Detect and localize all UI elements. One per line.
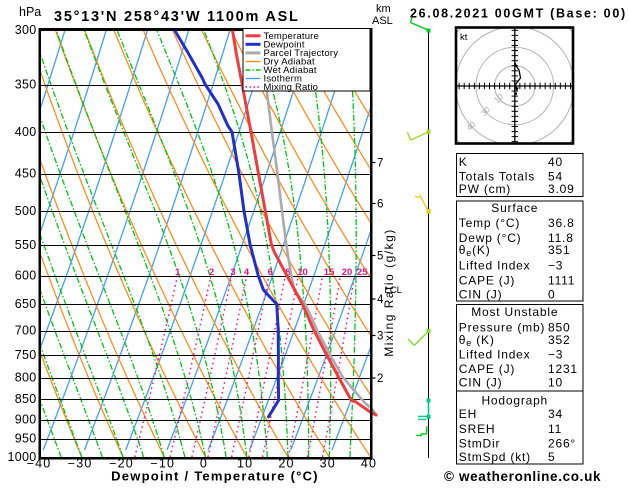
svg-text:20: 20 — [342, 267, 353, 278]
svg-text:−3: −3 — [548, 259, 563, 273]
svg-text:11: 11 — [548, 422, 562, 436]
svg-text:40: 40 — [361, 457, 377, 471]
svg-text:352: 352 — [548, 333, 570, 347]
svg-text:20: 20 — [278, 457, 294, 471]
svg-text:900: 900 — [15, 412, 37, 426]
svg-text:Mixing Ratio: Mixing Ratio — [264, 82, 319, 93]
svg-text:35°13'N 258°43'W 1100m ASL: 35°13'N 258°43'W 1100m ASL — [54, 9, 300, 25]
svg-text:CAPE (J): CAPE (J) — [459, 273, 515, 287]
svg-text:15: 15 — [324, 267, 335, 278]
svg-text:Lifted Index: Lifted Index — [459, 259, 531, 273]
svg-text:10: 10 — [297, 267, 308, 278]
svg-text:0: 0 — [200, 457, 208, 471]
svg-text:350: 350 — [15, 78, 37, 92]
svg-text:Dewpoint / Temperature (°C): Dewpoint / Temperature (°C) — [111, 469, 319, 484]
svg-text:30: 30 — [320, 457, 336, 471]
svg-text:km: km — [376, 3, 391, 15]
svg-text:K: K — [459, 155, 468, 169]
svg-text:Pressure (mb): Pressure (mb) — [459, 321, 545, 335]
svg-text:5: 5 — [548, 450, 555, 464]
svg-text:400: 400 — [15, 125, 37, 139]
svg-text:3.09: 3.09 — [548, 182, 575, 196]
svg-text:Dry Adiabat: Dry Adiabat — [264, 57, 315, 68]
svg-text:Hodograph: Hodograph — [481, 394, 548, 408]
svg-text:10: 10 — [237, 457, 253, 471]
svg-text:26.08.2021 00GMT (Base: 00): 26.08.2021 00GMT (Base: 00) — [410, 7, 627, 21]
svg-text:−30: −30 — [68, 457, 93, 471]
svg-text:StmDir: StmDir — [459, 436, 500, 450]
svg-text:34: 34 — [548, 407, 563, 421]
svg-text:1: 1 — [175, 267, 181, 278]
svg-text:kt: kt — [460, 32, 468, 43]
svg-text:0: 0 — [548, 287, 555, 301]
svg-text:−3: −3 — [548, 348, 563, 362]
svg-text:Mixing Ratio (g/kg): Mixing Ratio (g/kg) — [382, 228, 396, 357]
svg-text:2: 2 — [209, 267, 214, 278]
svg-text:600: 600 — [15, 269, 37, 283]
svg-text:8: 8 — [285, 267, 290, 278]
svg-text:CIN (J): CIN (J) — [459, 376, 503, 390]
svg-text:450: 450 — [15, 167, 37, 181]
svg-text:PW (cm): PW (cm) — [459, 182, 511, 196]
svg-text:Surface: Surface — [491, 201, 538, 215]
svg-text:Lifted Index: Lifted Index — [459, 348, 531, 362]
svg-text:Parcel Trajectory: Parcel Trajectory — [264, 48, 339, 59]
svg-text:36.8: 36.8 — [548, 216, 575, 230]
svg-text:3: 3 — [377, 331, 383, 343]
svg-text:© weatheronline.co.uk: © weatheronline.co.uk — [444, 469, 601, 484]
svg-text:40: 40 — [548, 155, 563, 169]
svg-text:−40: −40 — [27, 457, 52, 471]
svg-text:10: 10 — [548, 376, 563, 390]
svg-text:950: 950 — [15, 432, 37, 446]
svg-text:6: 6 — [268, 267, 273, 278]
svg-text:hPa: hPa — [19, 5, 41, 19]
svg-text:650: 650 — [15, 297, 37, 311]
svg-text:6: 6 — [377, 199, 383, 211]
svg-text:1231: 1231 — [548, 362, 578, 376]
svg-text:5: 5 — [377, 251, 383, 263]
svg-text:EH: EH — [459, 407, 477, 421]
svg-text:850: 850 — [15, 392, 37, 406]
svg-text:1000: 1000 — [7, 450, 36, 464]
svg-text:θe(K): θe(K) — [459, 243, 491, 258]
svg-text:θe (K): θe (K) — [459, 333, 495, 348]
svg-text:Wet Adiabat: Wet Adiabat — [264, 65, 317, 76]
svg-text:266°: 266° — [548, 436, 576, 450]
svg-text:1111: 1111 — [548, 273, 575, 287]
svg-text:Dewpoint: Dewpoint — [264, 39, 305, 50]
svg-text:4: 4 — [244, 267, 250, 278]
svg-text:800: 800 — [15, 371, 37, 385]
svg-text:−10: −10 — [150, 457, 175, 471]
svg-text:25: 25 — [357, 267, 368, 278]
svg-text:54: 54 — [548, 170, 563, 184]
svg-text:LCL: LCL — [385, 285, 402, 296]
svg-text:11.8: 11.8 — [548, 231, 574, 245]
svg-text:500: 500 — [15, 204, 37, 218]
svg-text:7: 7 — [377, 158, 383, 170]
svg-text:−20: −20 — [109, 457, 134, 471]
svg-text:ASL: ASL — [372, 15, 393, 27]
svg-text:Temperature: Temperature — [264, 31, 320, 42]
svg-text:550: 550 — [15, 238, 37, 252]
svg-text:4: 4 — [377, 294, 384, 306]
svg-text:Temp (°C): Temp (°C) — [459, 216, 520, 230]
svg-text:2: 2 — [377, 373, 383, 385]
svg-text:750: 750 — [15, 348, 37, 362]
svg-text:3: 3 — [230, 267, 235, 278]
svg-text:CIN (J): CIN (J) — [459, 287, 503, 301]
svg-text:Most Unstable: Most Unstable — [471, 305, 558, 319]
svg-text:CAPE (J): CAPE (J) — [459, 362, 515, 376]
svg-text:700: 700 — [15, 323, 37, 337]
svg-text:Isotherm: Isotherm — [264, 74, 303, 85]
svg-text:300: 300 — [15, 23, 37, 37]
svg-text:StmSpd (kt): StmSpd (kt) — [459, 450, 531, 464]
svg-text:351: 351 — [548, 243, 570, 257]
svg-text:850: 850 — [548, 321, 570, 335]
svg-text:SREH: SREH — [459, 422, 496, 436]
svg-text:Totals Totals: Totals Totals — [459, 170, 535, 184]
svg-text:Dewp (°C): Dewp (°C) — [459, 231, 522, 245]
